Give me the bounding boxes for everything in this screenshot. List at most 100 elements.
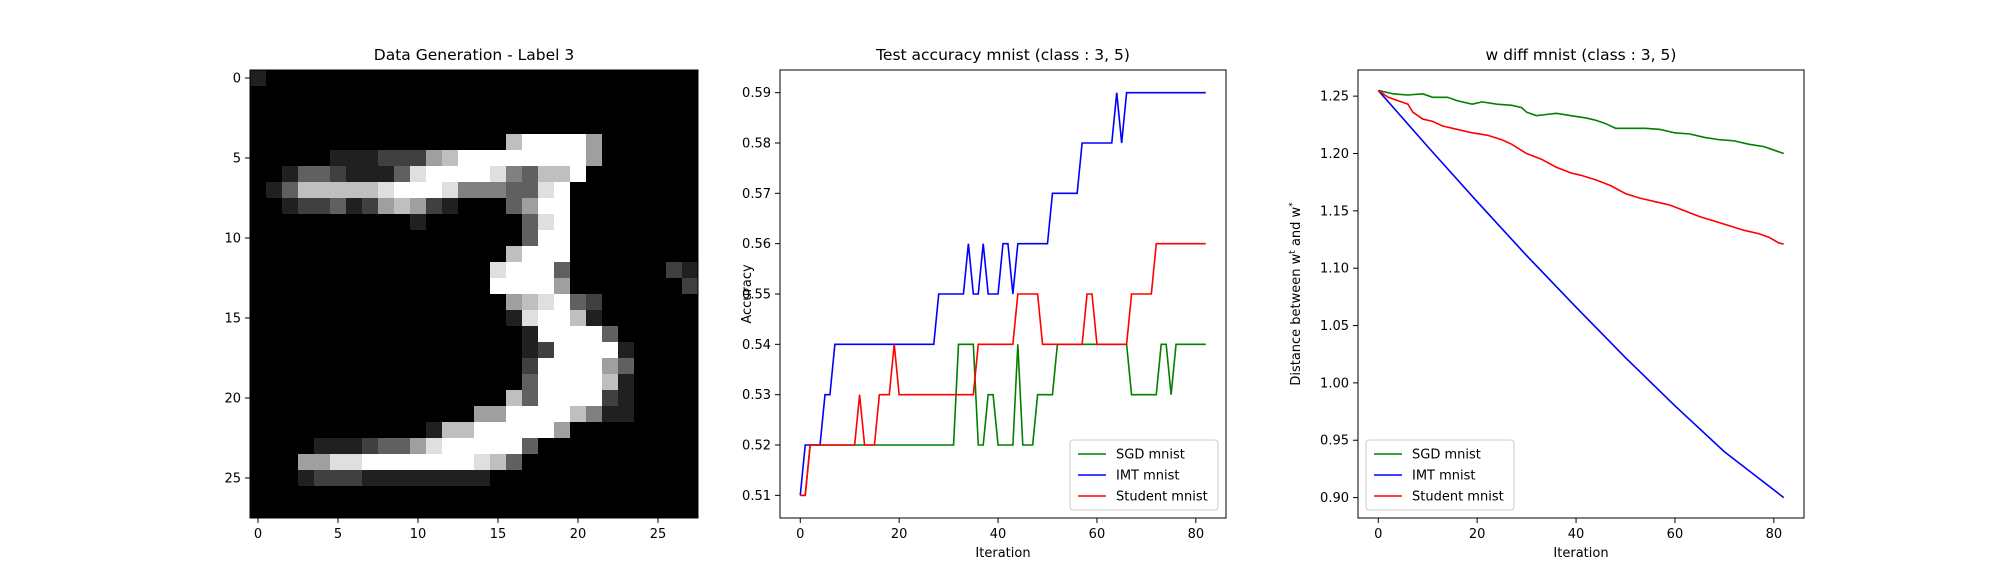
pixel-cell — [426, 134, 443, 151]
pixel-cell — [522, 182, 539, 199]
pixel-cell — [586, 390, 603, 407]
pixel-cell — [330, 502, 347, 519]
pixel-cell — [538, 230, 555, 247]
pixel-cell — [570, 214, 587, 231]
pixel-cell — [346, 470, 363, 487]
x-tick-label: 5 — [334, 527, 342, 542]
pixel-cell — [682, 230, 699, 247]
pixel-cell — [298, 70, 315, 87]
pixel-cell — [282, 102, 299, 119]
pixel-cell — [282, 150, 299, 167]
pixel-cell — [378, 166, 395, 183]
pixel-cell — [554, 454, 571, 471]
pixel-cell — [570, 182, 587, 199]
pixel-cell — [362, 166, 379, 183]
y-tick-label: 20 — [224, 392, 241, 407]
pixel-cell — [602, 182, 619, 199]
pixel-cell — [442, 406, 459, 423]
pixel-cell — [362, 438, 379, 455]
y-tick-label: 0.56 — [742, 237, 771, 252]
pixel-cell — [506, 102, 523, 119]
pixel-cell — [666, 246, 683, 263]
y-tick-label: 0.52 — [742, 439, 771, 454]
pixel-cell — [314, 230, 331, 247]
pixel-cell — [426, 246, 443, 263]
pixel-cell — [538, 214, 555, 231]
pixel-cell — [250, 502, 267, 519]
y-tick-label: 0.57 — [742, 187, 771, 202]
pixel-cell — [602, 422, 619, 439]
pixel-cell — [330, 134, 347, 151]
pixel-cell — [634, 486, 651, 503]
pixel-cell — [282, 70, 299, 87]
pixel-cell — [474, 134, 491, 151]
pixel-cell — [522, 294, 539, 311]
pixel-cell — [650, 486, 667, 503]
pixel-cell — [522, 118, 539, 135]
y-tick-label: 0.54 — [742, 338, 771, 353]
pixel-cell — [618, 70, 635, 87]
pixel-cell — [586, 278, 603, 295]
pixel-cell — [602, 278, 619, 295]
pixel-cell — [618, 390, 635, 407]
pixel-cell — [298, 262, 315, 279]
pixel-cell — [618, 294, 635, 311]
pixel-cell — [602, 70, 619, 87]
pixel-cell — [634, 118, 651, 135]
x-tick-label: 10 — [410, 527, 427, 542]
pixel-cell — [554, 406, 571, 423]
pixel-cell — [490, 150, 507, 167]
pixel-cell — [410, 486, 427, 503]
pixel-cell — [458, 438, 475, 455]
pixel-cell — [410, 406, 427, 423]
pixel-cell — [458, 182, 475, 199]
pixel-cell — [282, 342, 299, 359]
pixel-cell — [474, 374, 491, 391]
accuracy-legend: SGD mnist IMT mnist Student mnist — [1069, 439, 1219, 511]
legend-label: Student mnist — [1412, 490, 1504, 505]
x-tick-label: 60 — [1089, 527, 1106, 542]
pixel-cell — [682, 374, 699, 391]
pixel-cell — [522, 358, 539, 375]
pixel-cell — [586, 86, 603, 103]
pixel-cell — [490, 326, 507, 343]
pixel-cell — [522, 374, 539, 391]
pixel-cell — [362, 422, 379, 439]
pixel-cell — [682, 470, 699, 487]
pixel-cell — [506, 246, 523, 263]
pixel-cell — [378, 134, 395, 151]
pixel-cell — [362, 198, 379, 215]
pixel-cell — [282, 470, 299, 487]
pixel-cell — [298, 486, 315, 503]
y-tick-label: 1.00 — [1320, 376, 1349, 391]
pixel-cell — [298, 182, 315, 199]
pixel-cell — [586, 326, 603, 343]
pixel-cell — [522, 486, 539, 503]
pixel-cell — [410, 214, 427, 231]
pixel-cell — [602, 326, 619, 343]
y-tick-label: 1.15 — [1320, 204, 1349, 219]
series-line — [1378, 89, 1784, 155]
pixel-cell — [362, 342, 379, 359]
pixel-cell — [506, 310, 523, 327]
pixel-cell — [538, 118, 555, 135]
pixel-cell — [554, 390, 571, 407]
pixel-cell — [410, 198, 427, 215]
pixel-cell — [394, 262, 411, 279]
pixel-cell — [570, 150, 587, 167]
pixel-cell — [378, 150, 395, 167]
pixel-cell — [490, 118, 507, 135]
pixel-cell — [266, 342, 283, 359]
pixel-cell — [602, 262, 619, 279]
pixel-cell — [458, 70, 475, 87]
pixel-cell — [250, 198, 267, 215]
pixel-cell — [474, 230, 491, 247]
pixel-cell — [426, 486, 443, 503]
pixel-cell — [458, 374, 475, 391]
pixel-cell — [586, 118, 603, 135]
pixel-cell — [426, 358, 443, 375]
accuracy-title: Test accuracy mnist (class : 3, 5) — [875, 46, 1130, 64]
pixel-cell — [474, 422, 491, 439]
pixel-cell — [570, 326, 587, 343]
pixel-cell — [506, 278, 523, 295]
